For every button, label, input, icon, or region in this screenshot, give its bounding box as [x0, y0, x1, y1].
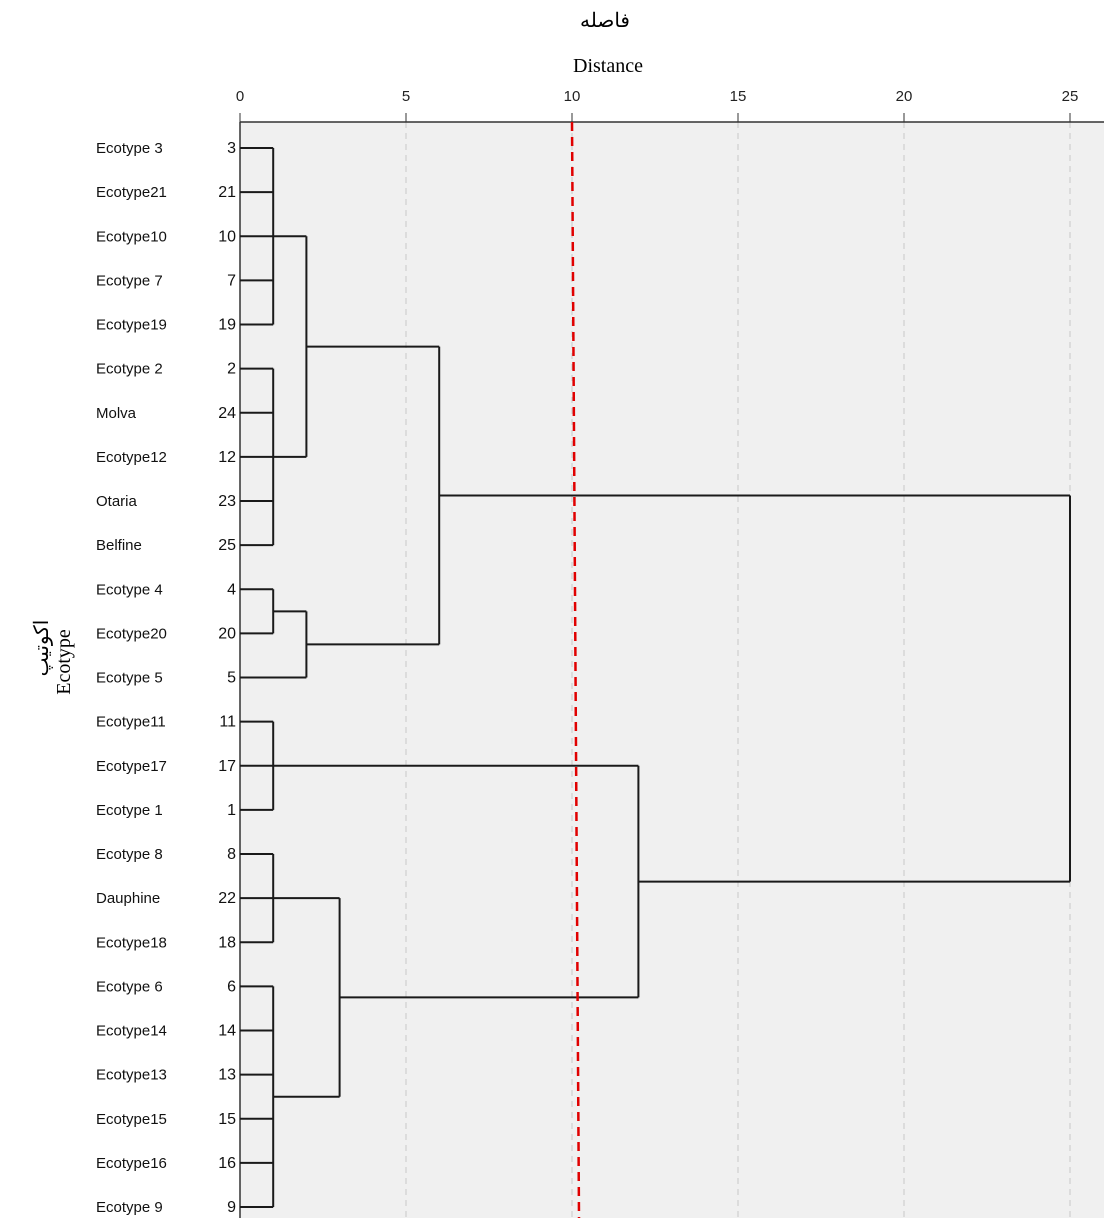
leaf-label: Ecotype18 [96, 934, 167, 951]
leaf-label: Dauphine [96, 890, 160, 907]
leaf-label: Ecotype 2 [96, 361, 163, 378]
cut-off-line [570, 121, 581, 1218]
leaf-label: Ecotype 8 [96, 846, 163, 863]
leaf-label: Ecotype17 [96, 758, 167, 775]
leaf-label: Ecotype19 [96, 317, 167, 334]
leaf-label: Ecotype 3 [96, 140, 163, 157]
chart-title-fa: فاصله [580, 10, 630, 32]
plot-background [240, 122, 1104, 1218]
leaf-id: 7 [227, 272, 236, 289]
leaf-label: Ecotype13 [96, 1067, 167, 1084]
leaf-id: 9 [227, 1199, 236, 1216]
leaf-id: 14 [218, 1023, 236, 1040]
leaf-id: 16 [218, 1155, 236, 1172]
leaf-label: Ecotype 9 [96, 1199, 163, 1216]
leaf-id: 15 [218, 1111, 236, 1128]
leaf-label: Ecotype 4 [96, 581, 163, 598]
leaf-id: 19 [218, 317, 236, 334]
leaf-label: Ecotype15 [96, 1111, 167, 1128]
leaf-id: 1 [227, 802, 236, 819]
leaf-id: 25 [218, 537, 236, 554]
leaf-label: Ecotype 1 [96, 802, 163, 819]
y-axis-label-en: Ecotype [53, 629, 75, 695]
x-tick-label: 20 [896, 88, 913, 105]
leaf-id: 22 [218, 890, 236, 907]
leaf-id: 17 [218, 758, 236, 775]
x-tick-label: 0 [236, 88, 244, 105]
x-tick-label: 5 [402, 88, 410, 105]
leaf-id: 2 [227, 361, 236, 378]
y-axis-label-fa: اکوتیپ [31, 620, 53, 677]
leaf-label: Ecotype14 [96, 1023, 167, 1040]
leaf-id: 12 [218, 449, 236, 466]
leaf-id: 18 [218, 934, 236, 951]
leaf-id: 23 [218, 493, 236, 510]
leaf-label: Ecotype 5 [96, 670, 163, 687]
leaf-id: 21 [218, 184, 236, 201]
leaf-id: 10 [218, 228, 236, 245]
leaf-id: 4 [227, 581, 236, 598]
leaf-label: Ecotype11 [96, 714, 166, 731]
x-tick-label: 15 [730, 88, 747, 105]
x-tick-label: 25 [1062, 88, 1079, 105]
leaf-id: 20 [218, 625, 236, 642]
leaf-label: Ecotype 7 [96, 272, 163, 289]
leaf-label: Ecotype 6 [96, 978, 163, 995]
leaf-id: 8 [227, 846, 236, 863]
leaf-id: 6 [227, 978, 236, 995]
leaf-id: 3 [227, 140, 236, 157]
x-tick-label: 10 [564, 88, 581, 105]
leaf-label: Ecotype20 [96, 625, 167, 642]
chart-title-en: Distance [573, 55, 643, 77]
leaf-id: 5 [227, 670, 236, 687]
leaf-label: Belfine [96, 537, 142, 554]
leaf-id: 13 [218, 1067, 236, 1084]
leaf-label: Molva [96, 405, 137, 422]
leaf-label: Ecotype12 [96, 449, 167, 466]
leaf-label: Ecotype21 [96, 184, 167, 201]
leaf-id: 24 [218, 405, 236, 422]
leaf-label: Otaria [96, 493, 138, 510]
leaf-id: 11 [219, 714, 236, 731]
leaf-label: Ecotype10 [96, 228, 167, 245]
leaf-label: Ecotype16 [96, 1155, 167, 1172]
